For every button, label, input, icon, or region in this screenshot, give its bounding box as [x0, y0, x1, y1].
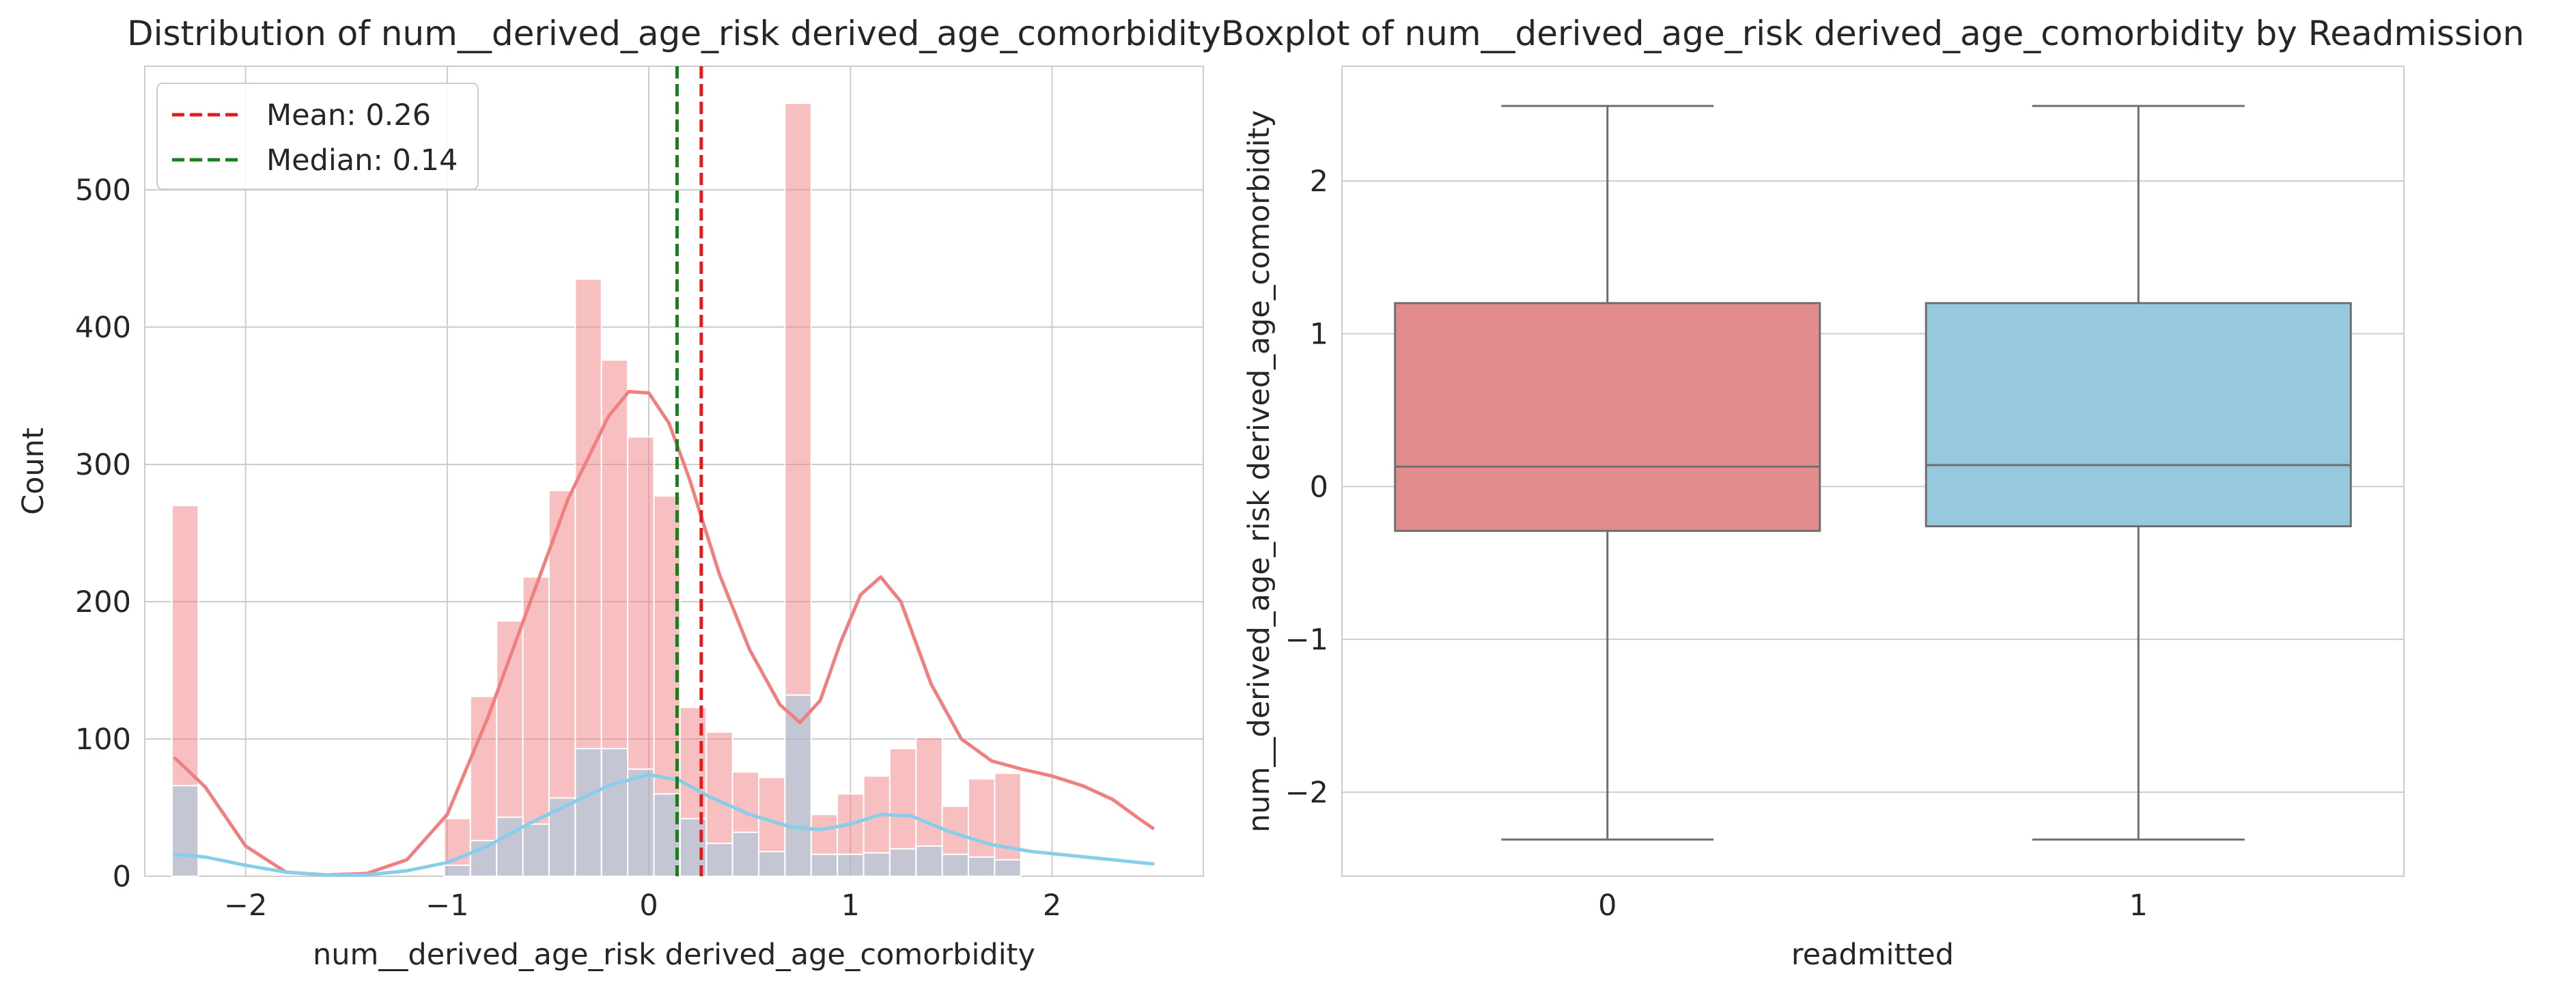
histogram-bar	[627, 768, 655, 877]
boxplot-y-tick-labels: −2 −1 0 1 2	[1285, 165, 1328, 810]
y-tick-label: −1	[1285, 623, 1328, 657]
histogram-bar	[731, 771, 759, 878]
y-tick-label: 1	[1310, 318, 1328, 352]
histogram-y-tick-labels: 0 100 200 300 400 500	[75, 173, 131, 894]
x-tick-label: 0	[1598, 889, 1616, 923]
histogram-bar	[810, 853, 839, 877]
histogram-x-axis-label: num__derived_age_risk derived_age_comorb…	[313, 938, 1035, 972]
box-iqr	[1924, 302, 2352, 528]
histogram-bar	[522, 823, 550, 877]
histogram-bar	[443, 864, 471, 878]
histogram-y-axis-label: Count	[16, 428, 51, 515]
histogram-bar	[600, 359, 629, 877]
histogram-bar	[600, 748, 629, 877]
histogram-x-tick-labels: −2 −1 0 1 2	[224, 889, 1061, 923]
kde-curve	[173, 389, 1155, 877]
y-tick-label: 400	[75, 311, 131, 345]
histogram-bar	[171, 785, 199, 878]
y-tick-label: 200	[75, 585, 131, 619]
x-tick-label: 2	[1043, 889, 1061, 923]
histogram-panel: −2 −1 0 1 2 0 100 200 300 400 500 Distribution of…	[16, 14, 1221, 972]
histogram-bar	[705, 842, 733, 878]
y-tick-label: 2	[1310, 165, 1328, 199]
histogram-bar	[574, 748, 602, 877]
histogram-bar	[968, 778, 996, 877]
y-tick-label: 300	[75, 448, 131, 482]
y-tick-label: 100	[75, 723, 131, 757]
histogram-bar	[496, 816, 524, 878]
histogram-bar	[837, 853, 865, 877]
histogram-bar	[994, 859, 1022, 877]
histogram-bar	[171, 505, 199, 877]
histogram-bar	[784, 694, 812, 878]
x-tick-label: −1	[425, 889, 468, 923]
histogram-kde-curves	[173, 389, 1155, 877]
histogram-bar	[968, 856, 996, 878]
legend-frame	[156, 83, 479, 190]
legend-label: Median: 0.14	[266, 143, 458, 178]
histogram-title: Distribution of num__derived_age_risk de…	[127, 14, 1221, 53]
histogram-bar	[888, 848, 917, 878]
histogram-legend: Mean: 0.26 Median: 0.14	[156, 83, 479, 190]
x-tick-label: −2	[224, 889, 267, 923]
histogram-reference-lines	[675, 66, 703, 876]
histogram-bar	[758, 850, 786, 877]
x-tick-label: 1	[2129, 889, 2148, 923]
histogram-bar	[888, 748, 917, 877]
legend-label: Mean: 0.26	[266, 98, 431, 132]
histogram-gridlines	[145, 66, 1203, 877]
histogram-bar	[863, 852, 891, 878]
histogram-bar	[863, 775, 891, 877]
boxplot-title: Boxplot of num__derived_age_risk derived…	[1221, 14, 2525, 53]
histogram-bar	[731, 831, 759, 877]
boxplot-y-axis-label: num__derived_age_risk derived_age_comorb…	[1242, 110, 1276, 833]
x-tick-label: 0	[639, 889, 658, 923]
histogram-bar	[941, 853, 970, 877]
histogram-bar	[548, 797, 576, 877]
histogram-bar	[758, 777, 786, 878]
y-tick-label: 0	[1310, 470, 1328, 504]
boxplot-boxes	[1394, 104, 2352, 841]
y-tick-label: −2	[1285, 776, 1328, 810]
histogram-bar	[915, 845, 943, 877]
histogram-bar	[941, 805, 970, 877]
boxplot-x-axis-label: readmitted	[1791, 938, 1954, 972]
x-tick-label: 1	[841, 889, 860, 923]
y-tick-label: 500	[75, 173, 131, 208]
histogram-bar	[994, 772, 1022, 878]
histogram-bar	[784, 102, 812, 878]
box-iqr	[1394, 302, 1821, 532]
histogram-bar	[915, 736, 943, 878]
y-tick-label: 0	[113, 860, 131, 894]
kde-curve	[173, 772, 1155, 877]
